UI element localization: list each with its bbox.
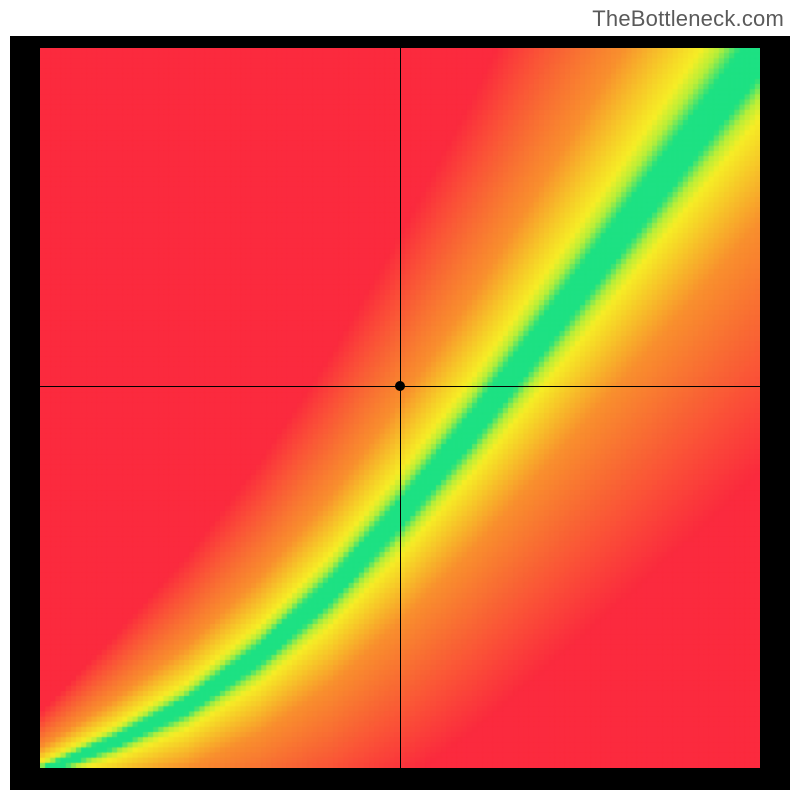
watermark-text: TheBottleneck.com [592,6,784,32]
crosshair-vertical [400,48,401,768]
plot-frame [10,36,790,790]
plot-area [40,48,760,768]
chart-container: TheBottleneck.com [0,0,800,800]
crosshair-point [395,381,405,391]
